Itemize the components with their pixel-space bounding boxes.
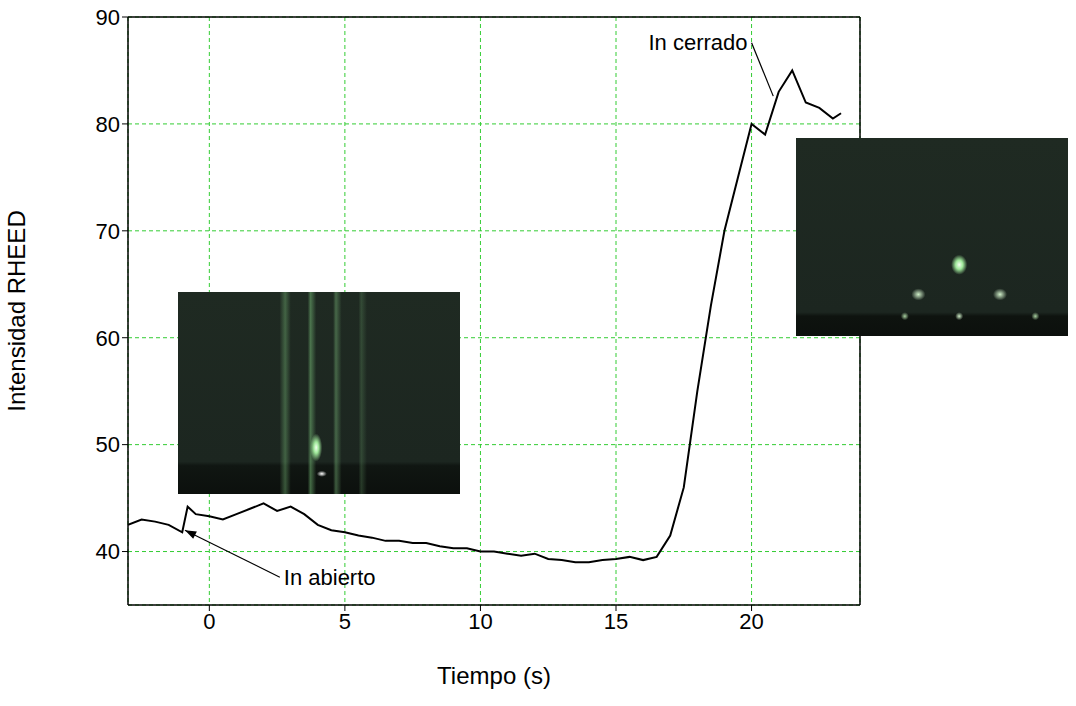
svg-text:60: 60 [96,326,120,351]
svg-text:50: 50 [96,432,120,457]
svg-text:15: 15 [604,609,628,634]
svg-text:0: 0 [203,609,215,634]
svg-text:5: 5 [339,609,351,634]
svg-text:Tiempo (s): Tiempo (s) [437,662,551,689]
svg-text:80: 80 [96,112,120,137]
svg-text:70: 70 [96,219,120,244]
svg-text:10: 10 [468,609,492,634]
svg-text:In abierto: In abierto [284,565,376,590]
svg-text:In cerrado: In cerrado [648,30,747,55]
svg-text:Intensidad RHEED: Intensidad RHEED [3,210,30,411]
svg-text:90: 90 [96,5,120,30]
svg-text:20: 20 [739,609,763,634]
svg-text:40: 40 [96,539,120,564]
